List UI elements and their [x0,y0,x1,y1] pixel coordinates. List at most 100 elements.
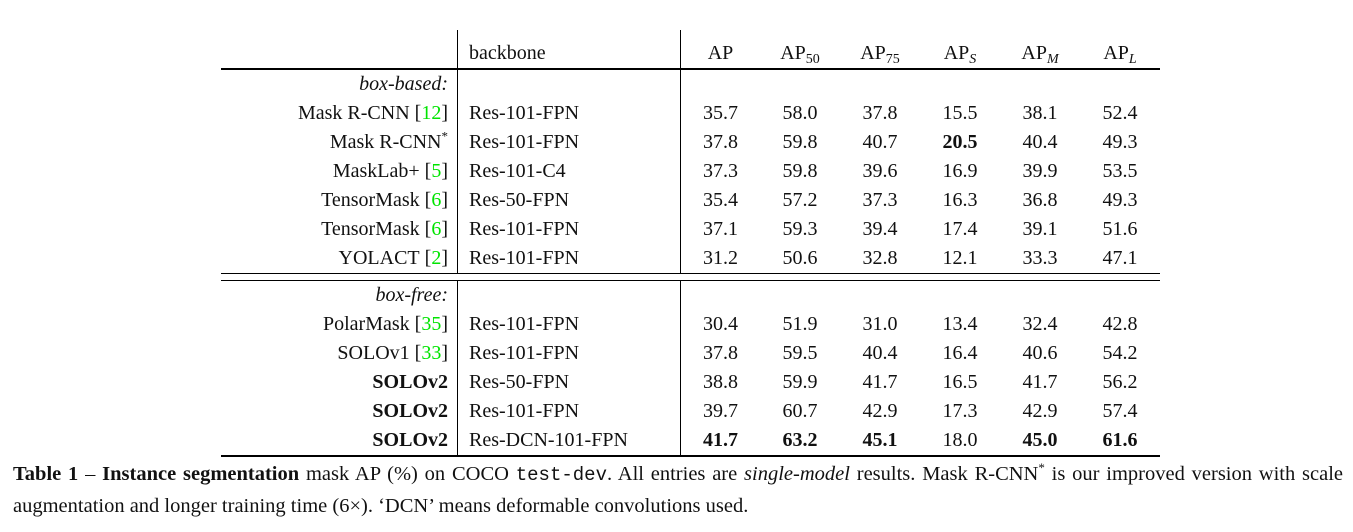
table-row: TensorMask [6] Res-101-FPN 37.1 59.3 39.4 17… [221,215,1160,244]
table-row: Mask R-CNN* Res-101-FPN 37.8 59.8 40.7 20.5… [221,128,1160,157]
metric-value-cell: 51.9 [782,313,818,335]
caption-part: . All entries are [606,463,745,485]
metric-header-cell: AP50 [760,30,840,76]
metric-value-cell: 37.8 [680,339,760,368]
caption-part: Table 1 [13,463,79,485]
metric-value-cell: 12.1 [942,247,978,269]
section-label: box-based: [359,73,448,95]
metric-value-cell: 41.7 [680,426,760,455]
model-cell: MaskLab+ [5] [221,157,457,186]
results-table: backbone AP AP50 AP75 APS APM APL box-ba… [221,30,1160,457]
metric-header-cell: APM [1000,30,1080,76]
model-name: Mask R-CNN [329,131,442,153]
metric-value-cell: 31.2 [680,244,760,273]
caption-part: – [78,463,103,485]
metric-value-cell: 13.4 [942,313,978,335]
metric-value-cell: 54.2 [1102,342,1138,364]
model-name: SOLOv2 [372,429,448,451]
metric-value-cell: 38.8 [680,368,760,397]
model-cell: Mask R-CNN [12] [221,99,457,128]
section-label: box-free: [375,284,448,306]
metric-value-cell-empty [1080,70,1160,99]
metric-value-cell: 35.7 [680,99,760,128]
metric-value-cell: 39.9 [1022,160,1058,182]
metric-value-cell: 58.0 [782,102,818,124]
backbone-cell: Res-50-FPN [457,368,680,397]
metric-value-cell: 53.5 [1102,160,1138,182]
citation-number: 6 [431,218,442,240]
metric-value-cell: 38.1 [1022,102,1058,124]
metric-value-cell: 59.8 [782,131,818,153]
model-name: SOLOv2 [372,400,448,422]
metric-header-cell: APS [920,30,1000,76]
metric-value-cell: 56.2 [1102,371,1138,393]
model-superscript: * [441,128,449,144]
model-name: Mask R-CNN [297,102,410,124]
metric-value-cell: 45.0 [1022,429,1058,451]
metric-value-cell: 42.9 [862,400,898,422]
metric-value-cell: 16.3 [942,189,978,211]
metric-header-cell: AP75 [840,30,920,76]
metric-value-cell: 18.0 [942,429,978,451]
metric-base: AP [780,42,806,64]
metric-value-cell: 39.7 [680,397,760,426]
metric-value-cell: 16.4 [942,342,978,364]
metric-value-cell: 50.6 [782,247,818,269]
metric-value-cell: 42.9 [1022,400,1058,422]
metric-value-cell: 39.1 [1022,218,1058,240]
metric-value-cell: 59.3 [782,218,818,240]
model-cell: SOLOv1 [33] [221,339,457,368]
model-name: PolarMask [322,313,410,335]
metric-value-cell: 45.1 [862,429,898,451]
caption: Table 1 – Instance segmentation mask AP … [13,459,1343,522]
citation: [12] [414,102,448,124]
model-name: MaskLab+ [332,160,420,182]
metric-value-cell: 39.6 [862,160,898,182]
backbone-cell: Res-101-FPN [457,99,680,128]
metric-subscript: M [1046,52,1059,67]
caption-part: * [1038,460,1045,476]
metric-value-cell-empty [840,281,920,310]
metric-value-cell: 52.4 [1102,102,1138,124]
metric-value-cell: 31.0 [862,313,898,335]
metric-value-cell: 37.1 [680,215,760,244]
metric-value-cell-empty [680,281,760,310]
metric-value-cell-empty [1080,281,1160,310]
table-row: PolarMask [35] Res-101-FPN 30.4 51.9 31.0 13… [221,310,1160,339]
metric-value-cell: 37.3 [680,157,760,186]
metric-value-cell: 49.3 [1102,189,1138,211]
model-cell: YOLACT [2] [221,244,457,273]
backbone-cell: Res-101-C4 [457,157,680,186]
metric-value-cell: 40.6 [1022,342,1058,364]
metric-value-cell: 32.8 [862,247,898,269]
metric-value-cell: 32.4 [1022,313,1058,335]
table-body: box-based: Mask R-CNN [12] Res-101-FPN 35… [221,70,1160,455]
metric-value-cell: 42.8 [1102,313,1138,335]
metric-value-cell: 37.8 [862,102,898,124]
backbone-cell: Res-DCN-101-FPN [457,426,680,455]
table-row: TensorMask [6] Res-50-FPN 35.4 57.2 37.3 16.… [221,186,1160,215]
table-row: SOLOv1 [33] Res-101-FPN 37.8 59.5 40.4 16.4 4… [221,339,1160,368]
citation-number: 5 [431,160,442,182]
metric-value-cell: 39.4 [862,218,898,240]
metric-value-cell: 61.6 [1102,429,1138,451]
metric-value-cell: 40.7 [862,131,898,153]
metric-value-cell: 40.4 [1022,131,1058,153]
caption-part: mask AP (%) on COCO [299,463,516,485]
metric-value-cell: 59.8 [782,160,818,182]
model-name: TensorMask [321,189,420,211]
caption-part: Instance segmentation [102,463,300,485]
backbone-cell: Res-101-FPN [457,244,680,273]
metric-value-cell: 36.8 [1022,189,1058,211]
metric-value-cell: 30.4 [680,310,760,339]
metric-base: AP [707,42,734,64]
backbone-cell-empty [457,70,680,99]
section-label-row: box-free: [221,281,1160,310]
section-label-row: box-based: [221,70,1160,99]
metric-value-cell-empty [840,70,920,99]
metric-header-cell: AP [680,30,760,76]
metric-value-cell-empty [920,70,1000,99]
metric-value-cell: 17.3 [942,400,978,422]
table-row: SOLOv2 Res-101-FPN 39.7 60.7 42.9 17.3 42.9 5… [221,397,1160,426]
metric-subscript: 75 [885,52,900,67]
